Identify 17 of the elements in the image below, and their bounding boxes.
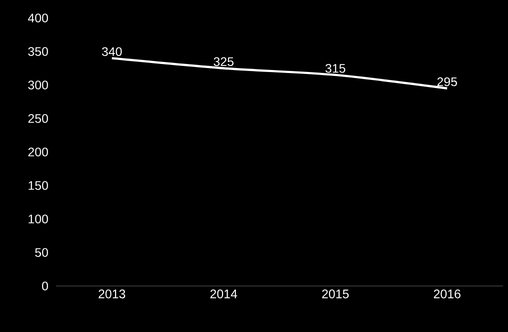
y-tick-label: 0 [42, 282, 48, 290]
x-tick-label: 2015 [322, 290, 349, 298]
y-tick-label: 100 [28, 214, 48, 224]
y-tick-label: 350 [28, 47, 48, 56]
y-tick-label: 50 [35, 248, 48, 257]
y-tick-label: 300 [28, 80, 48, 90]
x-tick-label: 2014 [210, 290, 238, 298]
y-tick-label: 150 [28, 181, 48, 190]
data-label: 340 [102, 47, 122, 56]
x-tick-label: 2016 [434, 290, 460, 298]
data-label: 315 [325, 64, 346, 73]
y-tick-label: 400 [28, 14, 48, 22]
x-tick-label: 2013 [98, 290, 126, 298]
data-label: 325 [214, 57, 234, 66]
data-label: 295 [437, 77, 457, 86]
y-tick-label: 250 [28, 114, 48, 123]
y-tick-label: 200 [28, 148, 48, 156]
